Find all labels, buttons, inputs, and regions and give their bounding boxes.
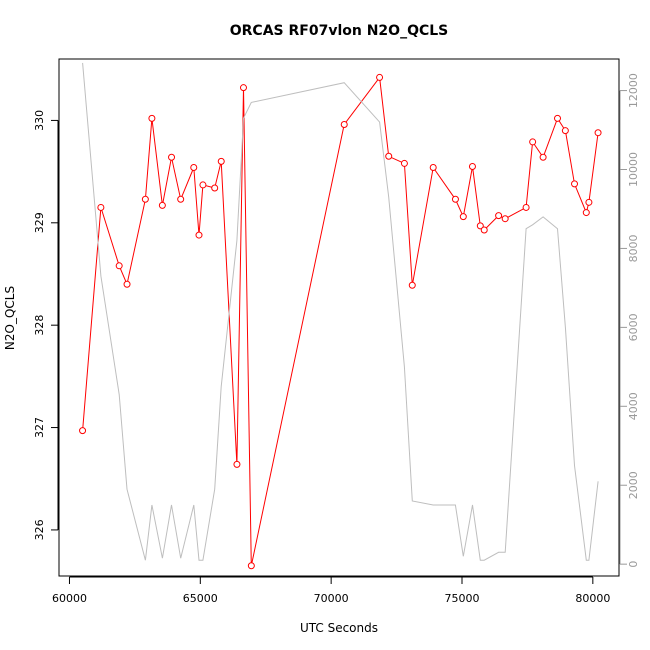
series-0-point xyxy=(480,226,488,234)
x-tick-label: 80000 xyxy=(575,592,610,605)
y2-tick-label: 6000 xyxy=(627,313,640,341)
y2-tick-label: 2000 xyxy=(627,471,640,499)
x-axis: 60000 65000 70000 75000 80000 xyxy=(52,576,610,605)
series-0-point xyxy=(123,280,131,288)
series-0-point xyxy=(451,195,459,203)
series-0-point xyxy=(522,203,530,211)
chart-title: ORCAS RF07vlon N2O_QCLS xyxy=(230,23,449,39)
series-0-point xyxy=(177,195,185,203)
series-0-point xyxy=(539,153,547,161)
x-tick-label: 70000 xyxy=(314,592,349,605)
y2-tick-label: 12000 xyxy=(627,73,640,108)
series-0-point xyxy=(199,181,207,189)
series-0-point xyxy=(554,114,562,122)
series-0-point xyxy=(195,231,203,239)
series-0-point xyxy=(79,427,87,435)
series-0-point xyxy=(495,212,503,220)
series-0-point xyxy=(340,121,348,129)
series-0-point xyxy=(594,129,602,137)
series-0-point xyxy=(408,281,416,289)
series-layer xyxy=(79,62,602,570)
series-0-point xyxy=(376,73,384,81)
series-0-point xyxy=(148,114,156,122)
series-0-point xyxy=(501,215,509,223)
y-tick-label: 328 xyxy=(33,315,46,336)
y2-tick-label: 4000 xyxy=(627,392,640,420)
series-0-point xyxy=(239,84,247,92)
series-0-point xyxy=(97,203,105,211)
series-0-point xyxy=(561,127,569,135)
y-tick-label: 326 xyxy=(33,519,46,540)
y2-tick-label: 8000 xyxy=(627,234,640,262)
series-0-point xyxy=(217,157,225,165)
series-0-point xyxy=(429,164,437,172)
series-0-point xyxy=(115,262,123,270)
series-0-point xyxy=(582,209,590,217)
series-0-point xyxy=(400,159,408,167)
x-tick-label: 65000 xyxy=(183,592,218,605)
y2-axis: 0 2000 4000 6000 8000 10000 12000 xyxy=(619,73,640,568)
series-0-point xyxy=(529,138,537,146)
series-0-point xyxy=(476,222,484,230)
y2-tick-label: 10000 xyxy=(627,152,640,187)
x-tick-label: 75000 xyxy=(444,592,479,605)
series-0-point xyxy=(468,162,476,170)
series-0-point xyxy=(585,198,593,206)
series-0-point xyxy=(141,195,149,203)
x-tick-label: 60000 xyxy=(52,592,87,605)
series-1-line xyxy=(82,62,599,561)
y-tick-label: 329 xyxy=(33,212,46,233)
y-axis-label: N2O_QCLS xyxy=(3,286,17,350)
y-tick-label: 330 xyxy=(33,110,46,131)
series-0-point xyxy=(168,153,176,161)
y-tick-label: 327 xyxy=(33,417,46,438)
series-0-point xyxy=(211,184,219,192)
series-0-line xyxy=(82,76,599,566)
series-0-point xyxy=(571,180,579,188)
y2-tick-label: 0 xyxy=(627,561,640,568)
plot-frame xyxy=(58,58,620,577)
x-axis-label: UTC Seconds xyxy=(300,621,378,635)
y-axis: 326 327 328 329 330 xyxy=(33,110,59,540)
series-0-point xyxy=(158,201,166,209)
series-0-point xyxy=(190,164,198,172)
series-0-point xyxy=(385,152,393,160)
series-0-point xyxy=(247,562,255,570)
series-0-point xyxy=(459,213,467,221)
series-0-point xyxy=(233,460,241,468)
